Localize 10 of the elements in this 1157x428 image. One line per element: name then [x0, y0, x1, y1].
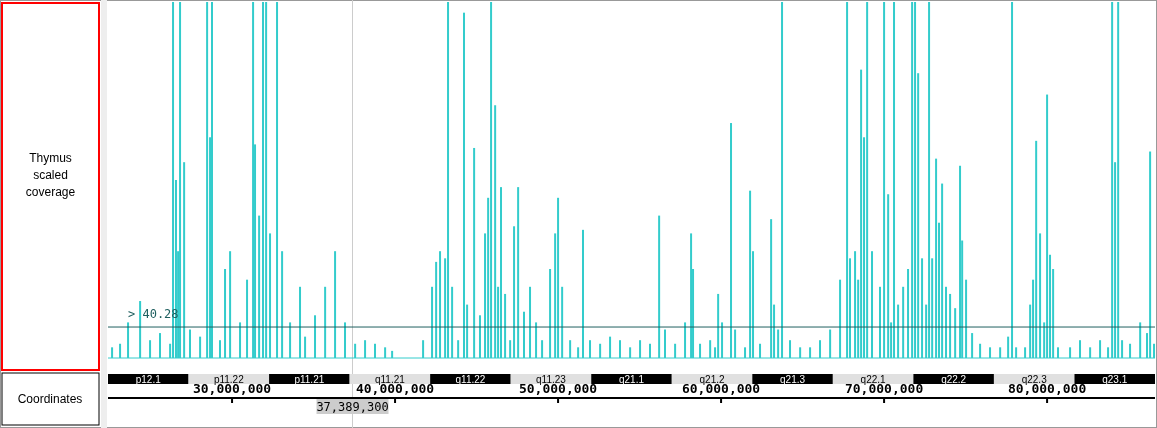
text: q21.3 — [780, 373, 806, 385]
text: p11.21 — [294, 373, 325, 385]
text: p12.1 — [135, 373, 162, 385]
x-axis-title: Coordinates — [17, 392, 83, 406]
text: q23.1 — [1102, 373, 1128, 385]
text: q11.22 — [455, 373, 486, 385]
ref-line-label: 37,389,300 — [316, 400, 389, 414]
y-axis-title: Thymus scaled coverage — [24, 150, 77, 201]
text: q21.1 — [618, 373, 645, 385]
text: q22.2 — [941, 373, 967, 385]
